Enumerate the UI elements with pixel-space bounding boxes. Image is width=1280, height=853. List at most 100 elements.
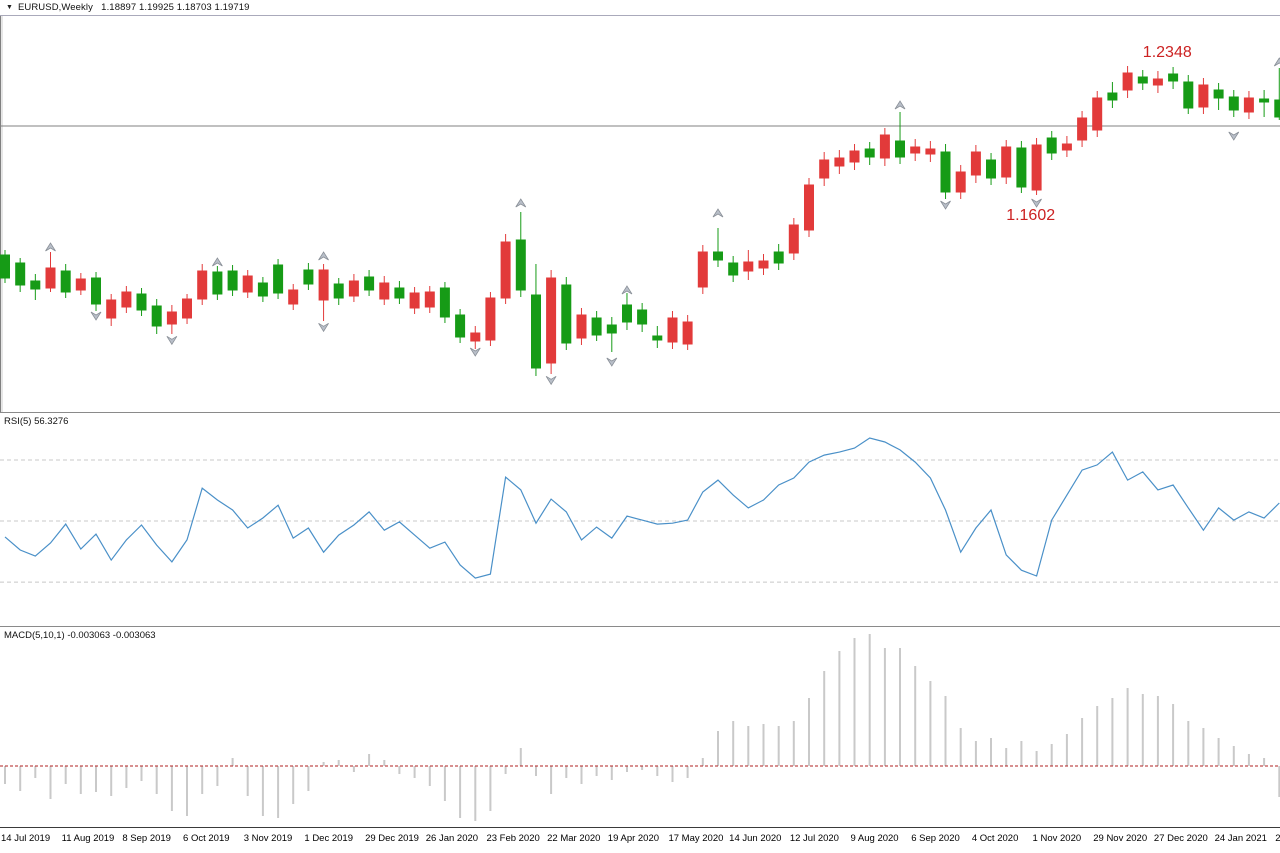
macd-histogram-bar <box>261 766 264 816</box>
macd-histogram-bar <box>383 760 386 766</box>
price-annotation[interactable]: 1.2348 <box>1143 44 1192 61</box>
macd-histogram-bar <box>504 766 507 774</box>
candle-body <box>667 317 678 343</box>
candle-body <box>227 270 238 291</box>
macd-histogram-bar <box>944 696 947 766</box>
price-annotation[interactable]: 1.1602 <box>1006 207 1055 224</box>
candle-body <box>288 289 299 305</box>
macd-histogram-bar <box>626 766 628 772</box>
time-axis-label: 19 Apr 2020 <box>607 833 660 844</box>
macd-histogram-bar <box>125 766 128 788</box>
macd-histogram-bar <box>19 766 22 791</box>
time-axis-label: 6 Sep 2020 <box>911 833 960 844</box>
fractal-down-arrow-icon <box>1228 131 1240 141</box>
macd-histogram-bar <box>792 721 795 766</box>
candle-body <box>986 159 996 179</box>
candle-body <box>788 224 799 254</box>
candle-body <box>318 269 329 301</box>
candle-body <box>1198 84 1209 108</box>
macd-histogram-bar <box>352 766 355 772</box>
macd-histogram-bar <box>1263 758 1266 766</box>
candle-body <box>1031 144 1042 191</box>
macd-histogram-bar <box>1156 696 1159 766</box>
macd-histogram-bar <box>580 766 583 784</box>
time-axis-label: 17 May 2020 <box>668 833 724 844</box>
candle-body <box>546 277 557 364</box>
macd-histogram-bar <box>474 766 477 821</box>
macd-histogram-bar <box>1081 718 1084 766</box>
candle-body <box>1001 146 1012 178</box>
time-axis-label: 9 Aug 2020 <box>850 833 899 844</box>
candle-body <box>470 332 481 342</box>
macd-histogram-bar <box>428 766 431 786</box>
candle-body <box>45 267 56 289</box>
macd-histogram-bar <box>519 748 522 766</box>
time-axis-label: 6 Oct 2019 <box>183 833 230 844</box>
candle-body <box>561 284 572 344</box>
time-axis-label: 14 Jun 2020 <box>729 833 782 844</box>
candle-body <box>910 146 921 154</box>
candle-body <box>1243 97 1254 113</box>
macd-histogram-bar <box>656 766 659 776</box>
candle-body <box>242 275 253 293</box>
candle-body <box>713 251 723 261</box>
chart-title: EURUSD,Weekly 1.18897 1.19925 1.18703 1.… <box>17 2 250 13</box>
candle-body <box>60 270 71 293</box>
fractal-up-arrow-icon <box>621 285 633 295</box>
pane-splitter[interactable] <box>0 626 1280 627</box>
macd-histogram-bar <box>1035 751 1038 766</box>
macd-histogram-bar <box>110 766 113 796</box>
candle-body <box>925 148 936 155</box>
fractal-down-arrow-icon <box>166 335 178 346</box>
time-axis-label: 1 Dec 2019 <box>304 833 353 844</box>
candle-body <box>682 321 693 345</box>
macd-histogram-bar <box>974 741 977 766</box>
fractal-up-arrow-icon <box>894 100 906 110</box>
macd-histogram-bar <box>170 766 173 811</box>
candle-body <box>697 251 708 288</box>
macd-histogram-bar <box>95 766 97 792</box>
macd-canvas[interactable] <box>0 627 1280 827</box>
candle-body <box>1274 99 1280 118</box>
macd-histogram-bar <box>959 728 962 766</box>
macd-histogram-bar <box>899 648 901 766</box>
candle-body <box>424 291 435 308</box>
candle-body <box>212 271 223 295</box>
candle-body <box>1213 89 1224 99</box>
macd-histogram-bar <box>853 638 856 766</box>
macd-histogram-bar <box>641 766 644 770</box>
candle-body <box>106 299 117 319</box>
time-axis-label: 11 Aug 2019 <box>61 833 115 844</box>
time-axis-label: 29 Nov 2020 <box>1093 833 1148 844</box>
macd-histogram-bar <box>1050 744 1053 766</box>
macd-histogram-bar <box>34 766 37 778</box>
candle-body <box>758 260 769 269</box>
candle-body <box>1016 147 1027 188</box>
macd-histogram-bar <box>1172 704 1175 766</box>
macd-histogram-bar <box>368 754 371 766</box>
candle-body <box>75 278 86 291</box>
time-axis-label: 3 Nov 2019 <box>243 833 293 844</box>
macd-histogram-bar <box>823 671 826 766</box>
macd-histogram-bar <box>1202 728 1205 766</box>
candle-body <box>151 305 162 327</box>
macd-histogram-bar <box>64 766 67 784</box>
macd-histogram-bar <box>443 766 446 801</box>
time-axis[interactable]: 14 Jul 2019 11 Aug 2019 8 Sep 2019 6 Oct 20… <box>0 827 1280 853</box>
fractal-down-arrow-icon <box>545 375 557 386</box>
macd-histogram-bar <box>1278 766 1280 797</box>
time-axis-label: 26 Jan 2020 <box>425 833 479 844</box>
candle-body <box>1137 76 1148 84</box>
pane-splitter[interactable] <box>0 412 1280 413</box>
collapse-triangle-icon[interactable]: ▼ <box>6 4 13 11</box>
main-price-pane[interactable]: 1.2348 1.1602 <box>0 16 1280 412</box>
macd-histogram-bar <box>459 766 462 818</box>
time-axis-label: 29 Dec 2019 <box>365 833 419 844</box>
macd-histogram-bar <box>550 766 553 794</box>
macd-histogram-bar <box>1020 741 1023 766</box>
macd-histogram-bar <box>79 766 82 794</box>
rsi-canvas[interactable] <box>0 413 1280 626</box>
candle-body <box>1152 78 1163 86</box>
candle-body <box>257 282 268 297</box>
